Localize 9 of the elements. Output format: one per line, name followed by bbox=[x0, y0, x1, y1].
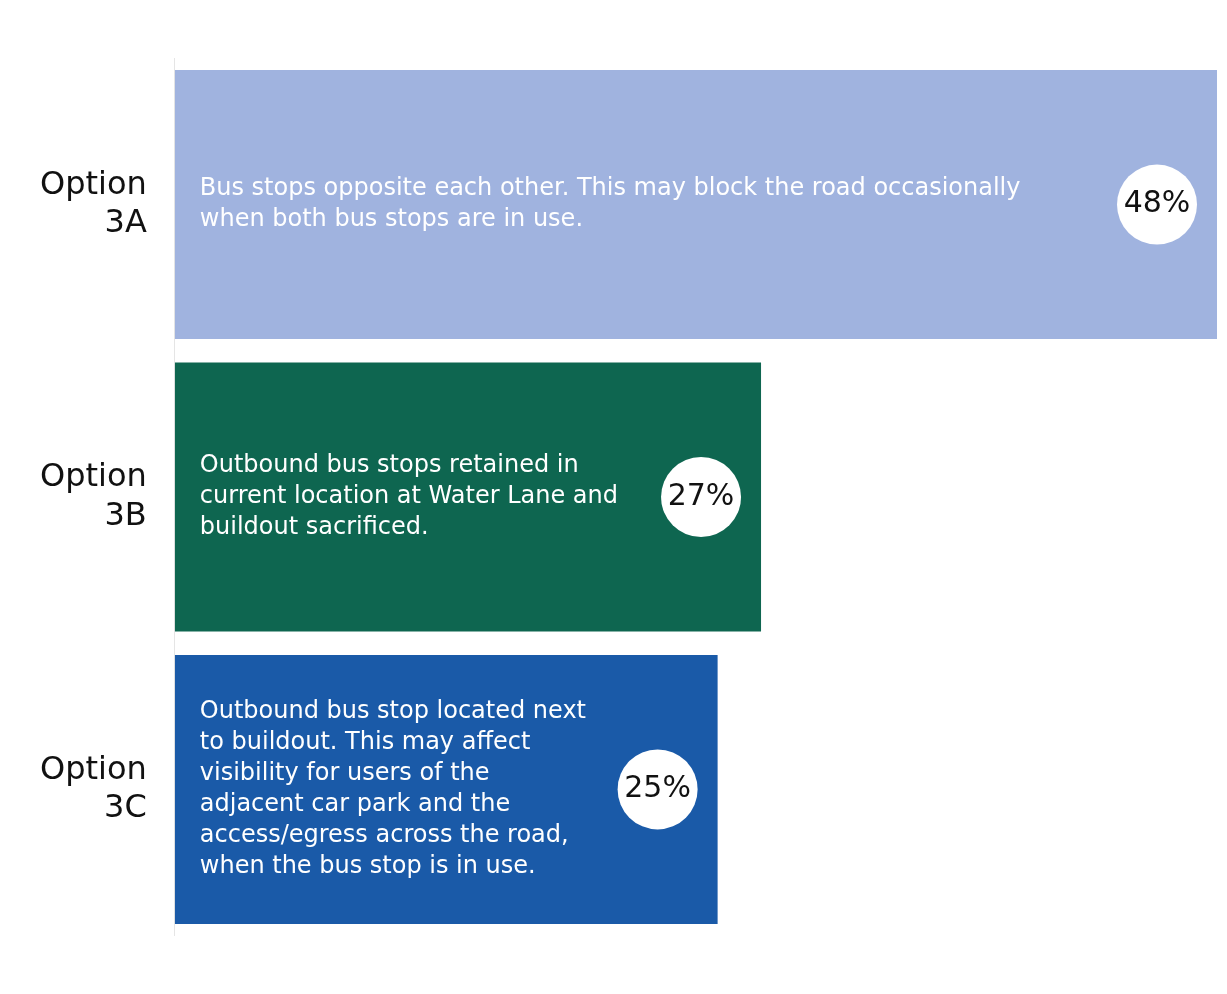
annotation: Outbound bus stops retained in current location at Water Lane and buildout sacrificed. bbox=[199, 450, 619, 541]
data-label: 25% bbox=[624, 769, 691, 805]
data-label: 48% bbox=[1123, 184, 1191, 220]
y-tick-label: Option 3A bbox=[40, 163, 147, 241]
annotation: Outbound bus stop located next to buildout. This may affect visibility for users of the adjacent car park and the access/egress across the road, when the bus stop is in use. bbox=[199, 696, 587, 880]
data-label: 27% bbox=[667, 476, 735, 512]
y-tick-label: Option 3C bbox=[40, 748, 147, 825]
annotation: Bus stops opposite each other. This may block the road occasionally when both bus stops are in use. bbox=[199, 173, 1021, 233]
y-tick-label: Option 3B bbox=[40, 456, 147, 533]
